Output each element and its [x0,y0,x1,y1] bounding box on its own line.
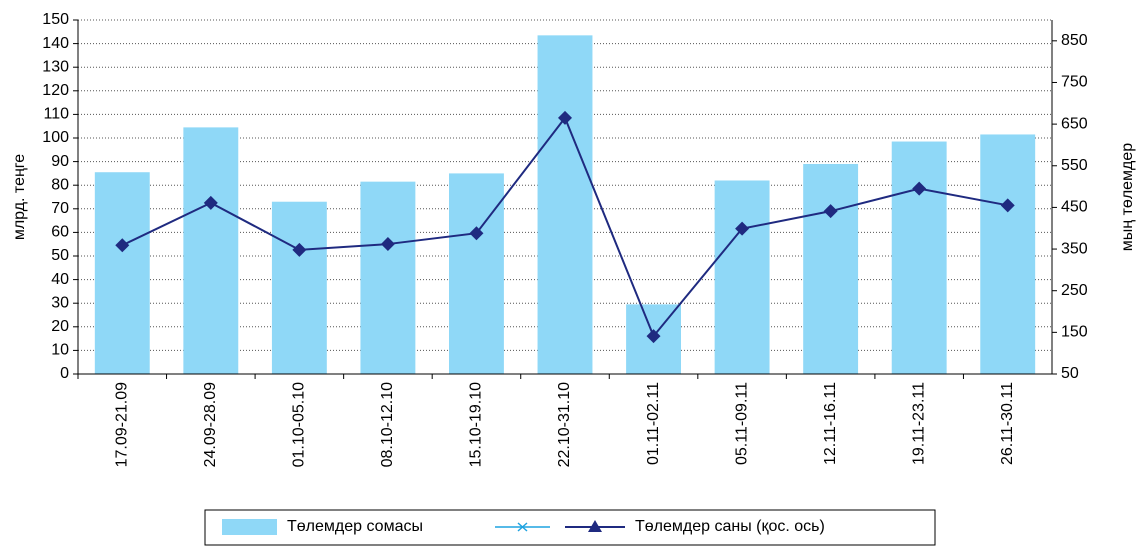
bar [980,134,1036,374]
y-tick-label: 60 [51,224,69,241]
legend-blank-entry [495,522,550,532]
y-tick-label: 40 [51,271,69,288]
y-tick-label: 80 [51,176,69,193]
x-tick-label: 19.11-23.11 [910,382,927,465]
y-tick-label: 20 [51,318,69,335]
bar [360,181,416,374]
y2-tick-label: 350 [1061,240,1088,257]
y2-tick-label: 550 [1061,157,1088,174]
y-tick-label: 10 [51,342,69,359]
bar [714,180,770,374]
line-marker [1000,198,1015,213]
legend-swatch [222,519,277,535]
line-marker [469,226,484,241]
bar [537,35,593,375]
x-tick-label: 15.10-19.10 [468,382,485,468]
y-tick-label: 0 [60,365,69,382]
x-tick-label: 01.11-02.11 [645,382,662,465]
y-axis-label: млрд. теңге [11,154,28,240]
x-tick-label: 26.11-30.11 [999,382,1016,465]
x-tick-label: 08.10-12.10 [379,382,396,468]
bar [803,163,859,374]
y2-tick-label: 50 [1061,365,1079,382]
line-marker [646,329,661,344]
line-marker [115,238,130,253]
y-tick-label: 100 [42,129,69,146]
x-tick-label: 12.11-16.11 [822,382,839,465]
line-marker [912,181,927,196]
line-marker [292,242,307,257]
y-tick-label: 140 [42,35,69,52]
y2-tick-label: 850 [1061,32,1088,49]
line-marker [380,237,395,252]
y-tick-label: 120 [42,82,69,99]
y-tick-label: 130 [42,58,69,75]
y-tick-label: 90 [51,153,69,170]
y2-tick-label: 250 [1061,282,1088,299]
y-tick-label: 70 [51,200,69,217]
y2-tick-label: 750 [1061,74,1088,91]
legend-label: Төлемдер саны (қос. ось) [635,518,825,535]
x-tick-label: 01.10-05.10 [291,382,308,468]
y-tick-label: 30 [51,294,69,311]
line-marker [558,110,572,125]
bar [891,141,947,374]
x-tick-label: 05.11-09.11 [733,382,750,465]
x-tick-label: 17.09-21.09 [113,382,130,468]
line-marker [735,221,750,236]
legend-marker [588,520,602,532]
bar [94,172,150,374]
bar [183,127,239,374]
y-tick-label: 150 [42,11,69,28]
y-tick-label: 110 [43,106,69,123]
y2-tick-label: 450 [1061,199,1088,216]
x-tick-label: 24.09-28.09 [202,382,219,468]
line-marker [823,204,838,219]
y2-tick-label: 650 [1061,115,1088,132]
y2-tick-label: 150 [1061,324,1088,341]
legend-label: Төлемдер сомасы [287,518,423,535]
y-tick-label: 50 [51,247,69,264]
line-marker [203,195,218,210]
x-tick-label: 22.10-31.10 [556,382,573,468]
bar [449,173,504,374]
y2-axis-label: мың төлемдер [1119,143,1136,251]
bar [271,201,327,374]
